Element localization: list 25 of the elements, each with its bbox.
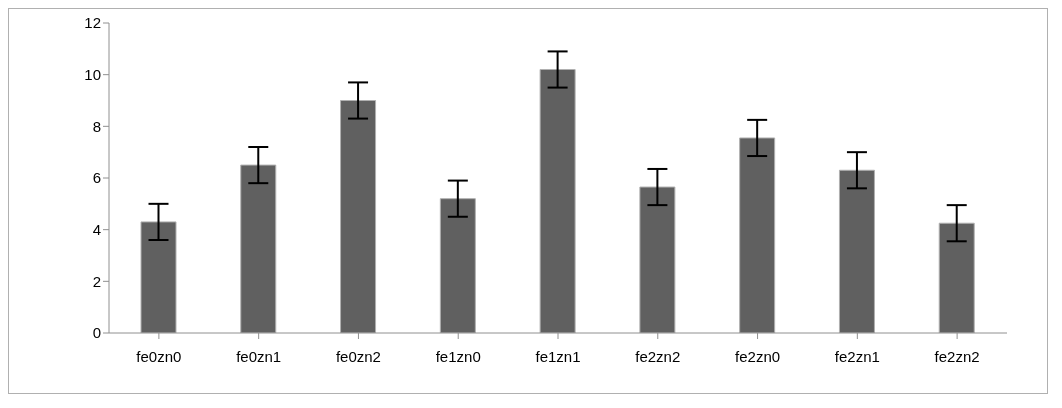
x-tick-label: fe2zn2	[635, 347, 681, 365]
y-tick-label: 6	[92, 169, 101, 187]
bar	[240, 164, 277, 333]
x-tick-label: fe0zn1	[236, 347, 282, 365]
x-tick-label: fe2zn1	[834, 347, 880, 365]
x-tick-label: fe1zn1	[535, 347, 581, 365]
y-tick-label: 10	[84, 65, 101, 83]
y-tick-label: 8	[92, 117, 101, 135]
bar	[938, 222, 975, 333]
y-tick-label: 2	[92, 272, 101, 290]
y-tick-label: 12	[84, 14, 101, 32]
x-tick-label: fe0zn2	[335, 347, 381, 365]
x-tick-label: fe0zn0	[136, 347, 182, 365]
y-tick-label: 0	[92, 324, 101, 342]
bar	[140, 221, 177, 333]
y-tick-label: 4	[92, 220, 101, 238]
x-tick-label: fe2zn2	[934, 347, 980, 365]
bar	[539, 69, 576, 333]
bar	[340, 100, 377, 333]
bar	[739, 137, 776, 333]
bar	[838, 169, 875, 333]
bar	[639, 186, 676, 333]
x-tick-label: fe1zn0	[435, 347, 481, 365]
x-tick-label: fe2zn0	[735, 347, 781, 365]
bar	[439, 198, 476, 333]
